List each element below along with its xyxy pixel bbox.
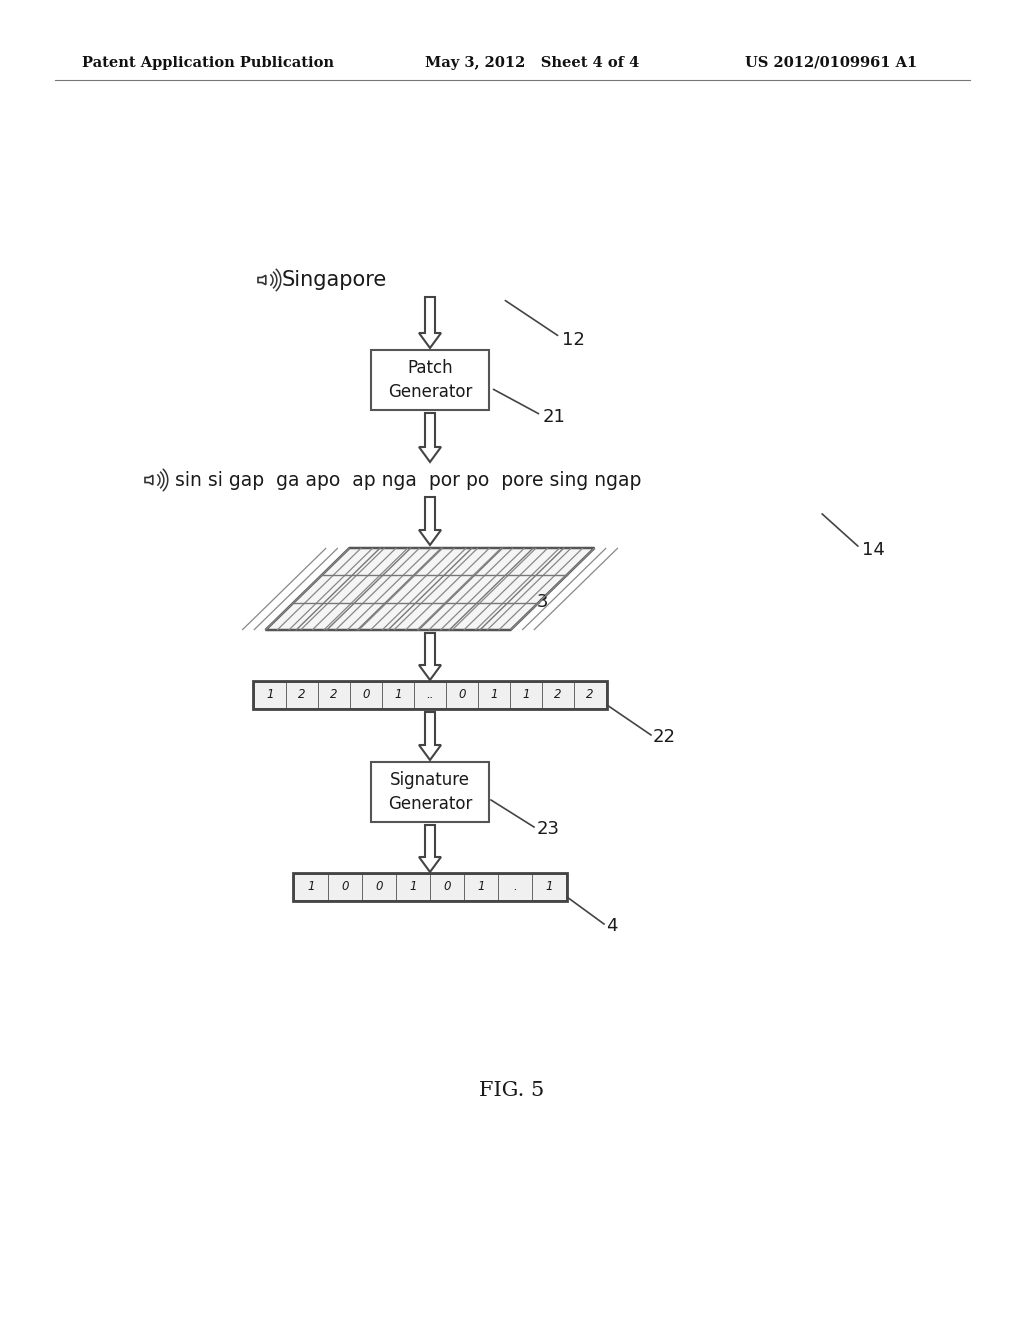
Text: sin si gap  ga apo  ap nga  por po  pore sing ngap: sin si gap ga apo ap nga por po pore sin… [175, 470, 641, 490]
FancyBboxPatch shape [574, 682, 606, 708]
FancyBboxPatch shape [542, 682, 574, 708]
Text: 1: 1 [490, 689, 498, 701]
Text: Patch
Generator: Patch Generator [388, 359, 472, 401]
Text: 4: 4 [606, 917, 617, 935]
Text: FIG. 5: FIG. 5 [479, 1081, 545, 1100]
Text: 3: 3 [537, 593, 548, 611]
FancyBboxPatch shape [328, 874, 362, 900]
Text: US 2012/0109961 A1: US 2012/0109961 A1 [745, 55, 918, 70]
Text: 0: 0 [459, 689, 466, 701]
Text: 1: 1 [410, 880, 417, 894]
FancyBboxPatch shape [350, 682, 382, 708]
Text: 14: 14 [862, 541, 885, 558]
Polygon shape [419, 634, 441, 680]
Text: 0: 0 [375, 880, 383, 894]
FancyBboxPatch shape [446, 682, 478, 708]
Polygon shape [419, 711, 441, 760]
Text: 2: 2 [298, 689, 306, 701]
Text: 2: 2 [587, 689, 594, 701]
FancyBboxPatch shape [294, 874, 328, 900]
Text: 1: 1 [477, 880, 484, 894]
Polygon shape [419, 413, 441, 462]
Text: Singapore: Singapore [282, 271, 387, 290]
Text: May 3, 2012   Sheet 4 of 4: May 3, 2012 Sheet 4 of 4 [425, 55, 639, 70]
FancyBboxPatch shape [382, 682, 414, 708]
Text: 0: 0 [443, 880, 451, 894]
FancyBboxPatch shape [498, 874, 532, 900]
FancyBboxPatch shape [286, 682, 318, 708]
Polygon shape [419, 825, 441, 873]
Text: Patent Application Publication: Patent Application Publication [82, 55, 334, 70]
Text: 2: 2 [331, 689, 338, 701]
Polygon shape [419, 297, 441, 348]
Text: .: . [513, 880, 517, 894]
FancyBboxPatch shape [396, 874, 430, 900]
Text: 0: 0 [341, 880, 349, 894]
FancyBboxPatch shape [371, 350, 489, 411]
FancyBboxPatch shape [478, 682, 510, 708]
Text: 21: 21 [543, 408, 566, 426]
Text: 23: 23 [537, 820, 560, 838]
Text: 1: 1 [394, 689, 401, 701]
Text: 2: 2 [554, 689, 562, 701]
FancyBboxPatch shape [430, 874, 464, 900]
Text: 22: 22 [653, 729, 676, 746]
FancyBboxPatch shape [362, 874, 396, 900]
FancyBboxPatch shape [532, 874, 566, 900]
Polygon shape [265, 548, 595, 630]
FancyBboxPatch shape [464, 874, 498, 900]
FancyBboxPatch shape [371, 762, 489, 822]
Text: Signature
Generator: Signature Generator [388, 771, 472, 813]
FancyBboxPatch shape [318, 682, 350, 708]
Text: 1: 1 [307, 880, 314, 894]
Text: 1: 1 [522, 689, 529, 701]
Text: 1: 1 [266, 689, 273, 701]
FancyBboxPatch shape [414, 682, 446, 708]
Text: 1: 1 [545, 880, 553, 894]
Text: ..: .. [426, 689, 434, 701]
FancyBboxPatch shape [254, 682, 286, 708]
FancyBboxPatch shape [510, 682, 542, 708]
Text: 12: 12 [562, 331, 585, 348]
Polygon shape [419, 498, 441, 545]
Text: 0: 0 [362, 689, 370, 701]
